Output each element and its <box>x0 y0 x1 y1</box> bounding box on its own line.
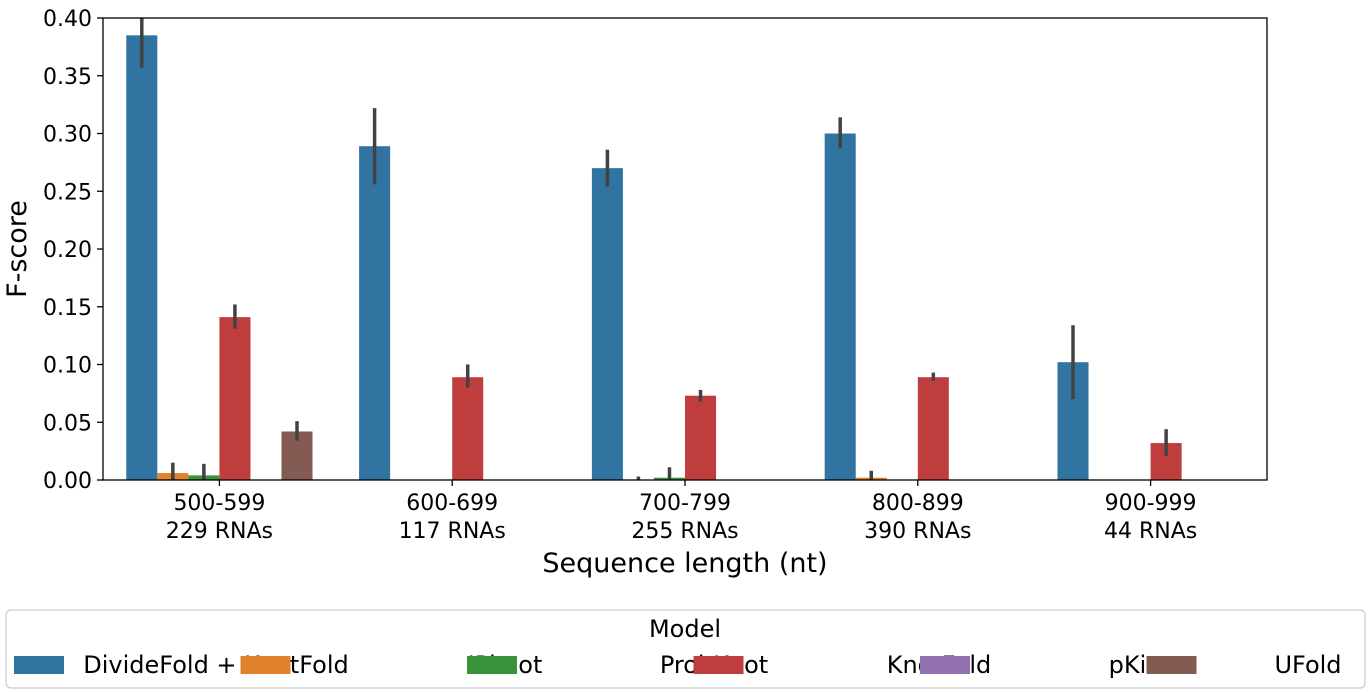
bar <box>219 317 251 480</box>
y-tick-label: 0.10 <box>43 354 92 379</box>
y-tick-label: 0.15 <box>43 296 92 321</box>
x-axis: 500-599 229 RNAs 600-699 117 RNAs 700-799 255… <box>166 480 1197 544</box>
error-bars-layer <box>140 18 1168 480</box>
x-tick-label-count: 117 RNAs <box>399 519 506 544</box>
legend: Model DivideFold + KnotFoldIPknotProbKno… <box>5 609 1366 689</box>
y-tick-label: 0.20 <box>43 238 92 263</box>
legend-swatch <box>1146 656 1197 674</box>
x-tick-label-count: 390 RNAs <box>864 519 971 544</box>
y-tick-label: 0.40 <box>43 7 92 32</box>
x-tick-label-count: 255 RNAs <box>631 519 738 544</box>
x-axis-title: Sequence length (nt) <box>542 548 827 579</box>
x-tick-label-range: 800-899 <box>872 491 964 516</box>
bar <box>824 133 856 480</box>
x-tick-label-range: 700-799 <box>639 491 731 516</box>
y-axis: 0.00 0.05 0.10 0.15 0.20 0.25 0.30 0.35 0.40 <box>43 7 103 494</box>
y-tick-label: 0.25 <box>43 180 92 205</box>
bar <box>126 35 158 480</box>
y-tick-label: 0.35 <box>43 65 92 90</box>
x-tick-label-range: 600-699 <box>406 491 498 516</box>
y-tick-label: 0.05 <box>43 411 92 436</box>
x-tick-label-count: 229 RNAs <box>166 519 273 544</box>
bars-layer <box>126 35 1182 480</box>
legend-items: DivideFold + KnotFoldIPknotProbKnotKnotF… <box>14 651 1342 679</box>
legend-title: Model <box>649 615 721 643</box>
legend-swatch <box>14 656 64 674</box>
bar <box>685 395 717 480</box>
legend-label: UFold <box>1274 651 1341 679</box>
y-axis-title: F-score <box>2 200 33 298</box>
x-tick-label-range: 900-999 <box>1105 491 1197 516</box>
x-tick-label-range: 500-599 <box>173 491 265 516</box>
bar <box>917 377 949 480</box>
bar <box>591 168 623 480</box>
x-tick-label-count: 44 RNAs <box>1104 519 1197 544</box>
legend-swatch <box>467 656 517 674</box>
legend-swatch <box>920 656 970 674</box>
legend-frame <box>5 609 1366 689</box>
legend-label: DivideFold + KnotFold <box>83 651 349 679</box>
y-tick-label: 0.30 <box>43 123 92 148</box>
legend-swatch <box>693 656 744 674</box>
legend-swatch <box>240 656 291 674</box>
bar <box>359 146 391 480</box>
bar <box>452 377 484 480</box>
y-tick-label: 0.00 <box>43 469 92 494</box>
